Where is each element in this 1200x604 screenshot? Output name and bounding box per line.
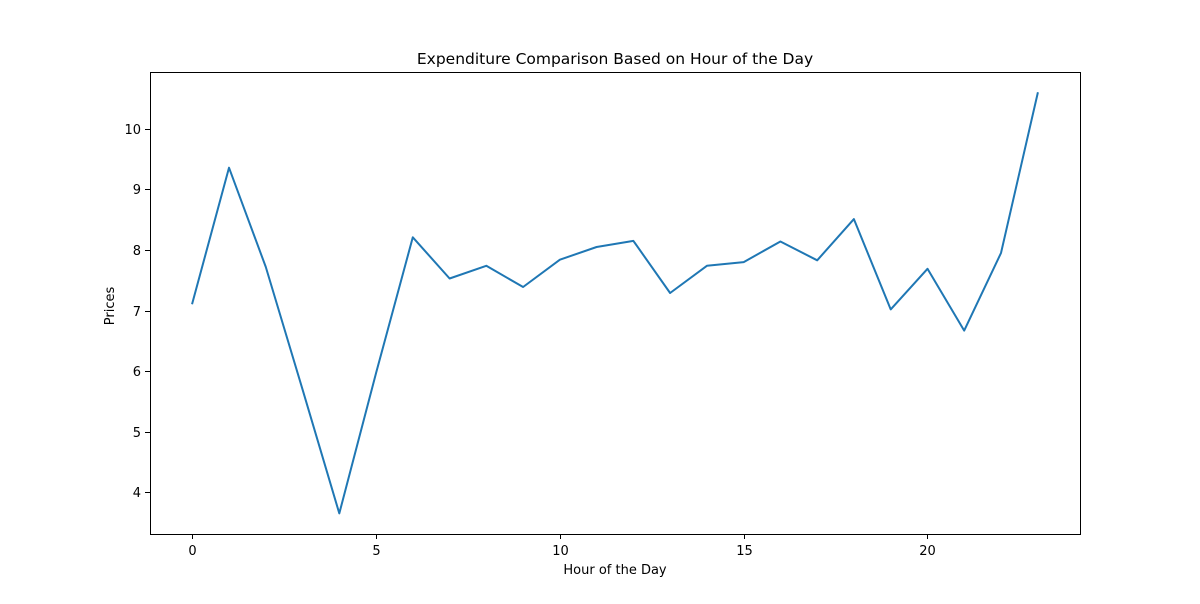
y-tick-label: 10 [124,123,141,138]
chart-title: Expenditure Comparison Based on Hour of … [417,50,813,68]
y-tick-label: 7 [133,305,141,320]
x-tick-label: 10 [552,544,569,559]
x-tick-label: 20 [919,544,936,559]
x-tick-label: 5 [372,544,380,559]
y-tick-label: 8 [133,244,141,259]
x-axis-title: Hour of the Day [563,563,667,578]
series-line [191,92,1039,515]
x-tick-label: 15 [736,544,753,559]
y-axis-title: Prices [103,287,118,326]
plot-area-frame [150,72,1081,535]
y-tick-label: 6 [133,365,141,380]
y-tick-label: 9 [133,183,141,198]
x-tick-label: 0 [188,544,196,559]
axis-ticks: 0 5 10 15 20 4 5 6 7 8 9 10 [124,123,935,559]
y-tick-label: 5 [133,426,141,441]
y-tick-label: 4 [133,486,141,501]
series-layer [191,92,1039,515]
